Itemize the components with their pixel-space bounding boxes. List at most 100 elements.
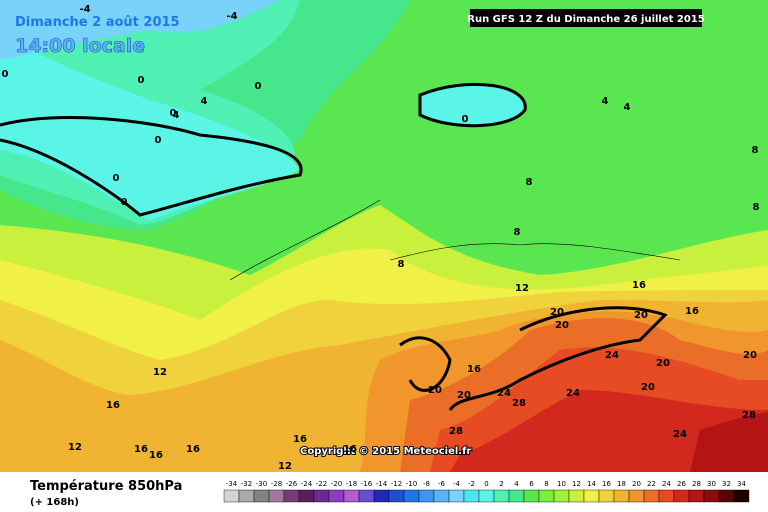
zone-cold [0,0,280,60]
contour-label: 16 [134,444,148,455]
legend-label: 2 [499,480,503,488]
legend-label: 14 [587,480,596,488]
legend-label: -12 [391,480,402,488]
legend-swatch [448,489,465,503]
legend-swatch [283,489,300,503]
contour-label: 20 [641,382,655,393]
run-box [470,9,702,27]
contour-label: 16 [685,306,699,317]
zone-28 [690,412,768,472]
legend-label: -28 [271,480,282,488]
legend-label: -8 [423,480,430,488]
legend-swatch [733,489,750,503]
contour-label: 4 [173,110,180,121]
legend-label: 12 [572,480,581,488]
contour-label: 20 [428,385,442,396]
footer-lead: (+ 168h) [30,497,79,508]
legend-label: 4 [514,480,519,488]
contour-label: 16 [186,444,200,455]
legend-label: 0 [484,480,488,488]
legend-swatch [643,489,660,503]
legend-swatch [463,489,480,503]
isotherm-20-iberia [399,336,452,392]
legend-swatch [538,489,555,503]
legend-label: -14 [376,480,388,488]
contour-label: 0 [255,81,262,92]
contour-label: 12 [68,442,82,453]
contour-label: 16 [106,400,120,411]
time: 14:00 locale [15,35,145,57]
zone-0-north [418,82,527,128]
contour-label: 20 [743,350,757,361]
contour-label: 0 [113,173,120,184]
contour-label: 12 [515,283,529,294]
legend-swatch [583,489,600,503]
legend-swatch [478,489,495,503]
legend-swatch [343,489,360,503]
contour-label: 20 [555,320,569,331]
run-text: Run GFS 12 Z du Dimanche 26 juillet 2015 [467,14,705,25]
legend-label: 10 [557,480,566,488]
isotherm-20 [448,306,668,411]
legend-label: -20 [331,480,342,488]
contour-label: 24 [605,350,619,361]
contour-label: 28 [742,410,756,421]
legend-label: 26 [677,480,686,488]
legend-label: 24 [662,480,671,488]
legend-label: -16 [361,480,373,488]
contour-label: 16 [343,444,357,455]
legend-swatch [373,489,390,503]
contour-label: 20 [457,390,471,401]
contour-label: 12 [153,367,167,378]
legend-swatch [703,489,720,503]
contour-label: 0 [121,197,128,208]
contour-label: 8 [526,177,533,188]
contour-label: 0 [2,69,9,80]
legend-label: -34 [226,480,238,488]
contour-label: 0 [462,114,469,125]
legend-swatch [688,489,705,503]
contour-label: 16 [632,280,646,291]
isotherm-0 [0,116,303,217]
contour-label: 4 [624,102,631,113]
contour-label: 28 [449,426,463,437]
legend-label: -10 [406,480,417,488]
legend-swatch [388,489,405,503]
legend-label: 34 [737,480,746,488]
legend-label: -4 [453,480,461,488]
legend-label: -26 [286,480,298,488]
legend-swatch [613,489,630,503]
legend-label: 20 [632,480,641,488]
contour-label: 24 [673,429,687,440]
contour-label: 8 [398,259,405,270]
legend-swatch [253,489,270,503]
coastline [229,199,681,281]
legend-swatch [418,489,435,503]
contour-label: 4 [201,96,208,107]
contour-label: 0 [170,108,177,119]
legend-label: 22 [647,480,656,488]
legend-label: 28 [692,480,701,488]
contour-label: 20 [550,307,564,318]
legend-swatch [298,489,315,503]
legend-label: -30 [256,480,267,488]
contour-label: 16 [293,434,307,445]
legend-swatch [493,489,510,503]
legend-swatch [433,489,450,503]
legend-swatch [223,489,240,503]
legend-label: 6 [529,480,534,488]
legend-label: -18 [346,480,357,488]
legend-swatch [268,489,285,503]
contour-label: 8 [753,202,760,213]
contour-label: 8 [752,145,759,156]
contour-label: 16 [149,450,163,461]
legend-swatch [313,489,330,503]
legend-label: -6 [438,480,446,488]
legend-swatch [508,489,525,503]
date: Dimanche 2 août 2015 [15,15,180,30]
legend-swatch [403,489,420,503]
legend-swatch [718,489,735,503]
legend-swatch [553,489,570,503]
